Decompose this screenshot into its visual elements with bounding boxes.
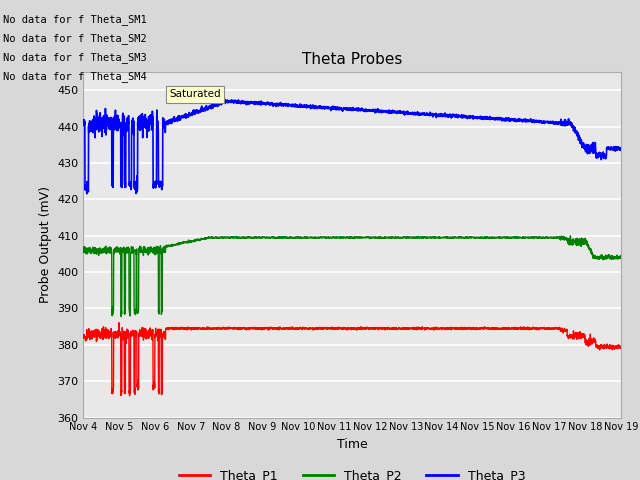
Title: Theta Probes: Theta Probes [302,52,402,67]
Text: No data for f Theta_SM3: No data for f Theta_SM3 [3,52,147,63]
Text: No data for f Theta_SM2: No data for f Theta_SM2 [3,33,147,44]
Legend: Theta_P1, Theta_P2, Theta_P3: Theta_P1, Theta_P2, Theta_P3 [173,464,531,480]
Y-axis label: Probe Output (mV): Probe Output (mV) [38,186,52,303]
Text: Saturated: Saturated [169,89,221,99]
Text: No data for f Theta_SM4: No data for f Theta_SM4 [3,71,147,82]
Text: No data for f Theta_SM1: No data for f Theta_SM1 [3,13,147,24]
X-axis label: Time: Time [337,438,367,451]
